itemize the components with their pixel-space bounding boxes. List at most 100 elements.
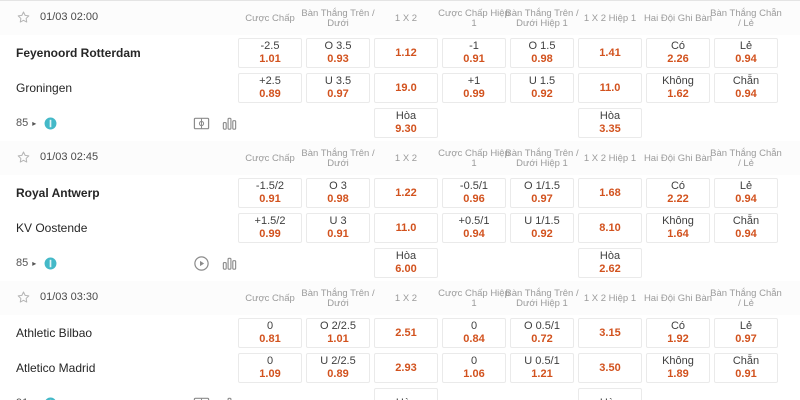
odds-cell[interactable]: 1.68: [578, 178, 642, 208]
favorite-star-icon[interactable]: [16, 290, 31, 305]
odds-cell[interactable]: -1.5/2 0.91: [238, 178, 302, 208]
bookmaker-count[interactable]: 85 ▸: [16, 108, 57, 138]
odds-cell[interactable]: U 1.5 0.92: [510, 73, 574, 103]
odds-cell[interactable]: 1.12: [374, 38, 438, 68]
odds-cell[interactable]: Chẵn 0.91: [714, 353, 778, 383]
play-icon[interactable]: [193, 255, 210, 272]
odds-line: Lẻ: [739, 320, 753, 332]
odds-value: 1.12: [395, 46, 417, 59]
odds-cell[interactable]: U 1/1.5 0.92: [510, 213, 574, 243]
odds-cell[interactable]: +1.5/2 0.99: [238, 213, 302, 243]
odds-cell[interactable]: 1.22: [374, 178, 438, 208]
away-team-name: KV Oostende: [16, 221, 88, 235]
odds-value: 3.50: [599, 361, 621, 374]
odds-cell[interactable]: 8.10: [578, 213, 642, 243]
match-media-icons: [193, 248, 238, 278]
odds-cell[interactable]: U 3 0.91: [306, 213, 370, 243]
odds-cell[interactable]: Chẵn 0.94: [714, 213, 778, 243]
odds-cell[interactable]: U 3.5 0.97: [306, 73, 370, 103]
match-header-band: [0, 141, 800, 175]
draw-odds-cell[interactable]: Hòa: [578, 388, 642, 400]
match-header-band: [0, 1, 800, 35]
bookmaker-count[interactable]: 85 ▸: [16, 248, 57, 278]
odds-line: +1.5/2: [254, 215, 286, 227]
odds-cell[interactable]: Lẻ 0.97: [714, 318, 778, 348]
match-header-band: [0, 281, 800, 315]
column-header-handicap-h1: Cược Chấp Hiệp 1: [438, 147, 510, 169]
odds-cell[interactable]: 2.51: [374, 318, 438, 348]
odds-cell[interactable]: 3.50: [578, 353, 642, 383]
odds-value: 0.81: [259, 333, 281, 345]
odds-value: 1.68: [599, 186, 621, 199]
odds-cell[interactable]: 19.0: [374, 73, 438, 103]
odds-cell[interactable]: 3.15: [578, 318, 642, 348]
match-media-icons: [193, 388, 238, 400]
odds-cell[interactable]: 2.93: [374, 353, 438, 383]
odds-value: 0.93: [327, 53, 349, 65]
match-media-icons: [193, 108, 238, 138]
odds-cell[interactable]: 0 0.84: [442, 318, 506, 348]
odds-cell[interactable]: O 0.5/1 0.72: [510, 318, 574, 348]
bookmaker-count[interactable]: 91 ▸: [16, 388, 57, 400]
odds-cell[interactable]: O 1/1.5 0.97: [510, 178, 574, 208]
pitch-icon[interactable]: [193, 395, 210, 400]
odds-cell[interactable]: 11.0: [374, 213, 438, 243]
stats-badge-icon[interactable]: [44, 397, 57, 400]
odds-line: Không: [662, 75, 694, 87]
odds-cell[interactable]: O 2/2.5 1.01: [306, 318, 370, 348]
odds-value: 0.91: [259, 193, 281, 205]
odds-value: 2.93: [395, 361, 417, 374]
odds-cell[interactable]: 11.0: [578, 73, 642, 103]
odds-cell[interactable]: U 2/2.5 0.89: [306, 353, 370, 383]
odds-cell[interactable]: +0.5/1 0.94: [442, 213, 506, 243]
odds-value: 2.62: [599, 263, 621, 275]
odds-value: 2.51: [395, 326, 417, 339]
draw-odds-cell[interactable]: Hòa: [374, 388, 438, 400]
draw-odds-cell[interactable]: Hòa 3.35: [578, 108, 642, 138]
favorite-star-icon[interactable]: [16, 10, 31, 25]
odds-cell[interactable]: -2.5 1.01: [238, 38, 302, 68]
odds-cell[interactable]: Không 1.64: [646, 213, 710, 243]
draw-odds-cell[interactable]: Hòa 9.30: [374, 108, 438, 138]
odds-line: O 1.5: [528, 40, 556, 52]
odds-cell[interactable]: O 3 0.98: [306, 178, 370, 208]
odds-cell[interactable]: O 3.5 0.93: [306, 38, 370, 68]
odds-cell[interactable]: 1.41: [578, 38, 642, 68]
column-header-1x2: 1 X 2: [394, 152, 418, 164]
odds-cell[interactable]: -0.5/1 0.96: [442, 178, 506, 208]
odds-cell[interactable]: Có 2.22: [646, 178, 710, 208]
odds-cell[interactable]: Lẻ 0.94: [714, 178, 778, 208]
odds-cell[interactable]: O 1.5 0.98: [510, 38, 574, 68]
odds-cell[interactable]: -1 0.91: [442, 38, 506, 68]
odds-cell[interactable]: Có 2.26: [646, 38, 710, 68]
draw-odds-cell[interactable]: Hòa 2.62: [578, 248, 642, 278]
odds-cell[interactable]: +2.5 0.89: [238, 73, 302, 103]
odds-value: 1.64: [667, 228, 689, 240]
column-header-odd-even: Bàn Thắng Chẵn / Lẻ: [710, 7, 782, 29]
odds-value: 0.94: [735, 88, 757, 100]
odds-line: +2.5: [259, 75, 281, 87]
stats-badge-icon[interactable]: [44, 117, 57, 130]
odds-value: 3.35: [599, 123, 621, 135]
pitch-icon[interactable]: [193, 115, 210, 132]
odds-cell[interactable]: 0 1.09: [238, 353, 302, 383]
odds-cell[interactable]: U 0.5/1 1.21: [510, 353, 574, 383]
column-header-over-under-h1: Bàn Thắng Trên / Dưới Hiệp 1: [505, 287, 579, 309]
odds-cell[interactable]: Không 1.62: [646, 73, 710, 103]
chart-icon[interactable]: [221, 115, 238, 132]
odds-cell[interactable]: +1 0.99: [442, 73, 506, 103]
draw-odds-cell[interactable]: Hòa 6.00: [374, 248, 438, 278]
chart-icon[interactable]: [221, 255, 238, 272]
favorite-star-icon[interactable]: [16, 150, 31, 165]
odds-cell[interactable]: Chẵn 0.94: [714, 73, 778, 103]
odds-cell[interactable]: 0 1.06: [442, 353, 506, 383]
stats-badge-icon[interactable]: [44, 257, 57, 270]
odds-cell[interactable]: Lẻ 0.94: [714, 38, 778, 68]
odds-value: 0.94: [735, 228, 757, 240]
odds-cell[interactable]: 0 0.81: [238, 318, 302, 348]
odds-cell[interactable]: Không 1.89: [646, 353, 710, 383]
chart-icon[interactable]: [221, 395, 238, 400]
odds-line: U 2/2.5: [320, 355, 356, 367]
odds-cell[interactable]: Có 1.92: [646, 318, 710, 348]
